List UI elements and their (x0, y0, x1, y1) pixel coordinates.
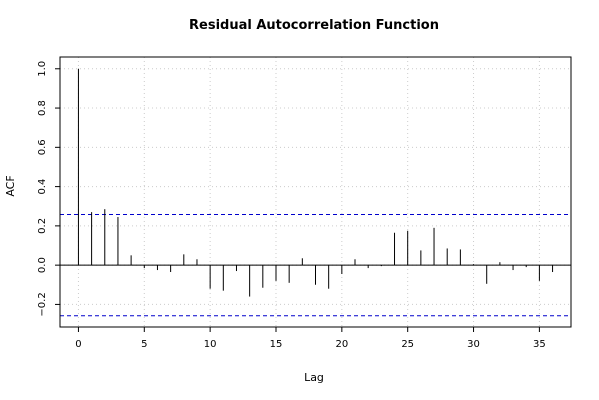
confidence-bounds (60, 213, 571, 317)
x-tick-label: 25 (401, 339, 414, 350)
y-axis: −0.2 0.0 0.2 0.4 0.6 0.8 1.0 (37, 61, 61, 317)
y-tick-label: 0.8 (37, 100, 48, 116)
x-tick-label: 0 (75, 339, 81, 350)
y-tick-label: 0.4 (37, 179, 48, 195)
plot-frame (59, 56, 572, 328)
y-tick-label: 1.0 (37, 61, 48, 77)
x-axis: 0 5 10 15 20 25 30 35 (75, 326, 546, 350)
y-tick-label: 0.6 (37, 139, 48, 155)
y-tick-label: −0.2 (37, 292, 48, 316)
x-tick-label: 20 (335, 339, 348, 350)
x-tick-label: 15 (270, 339, 283, 350)
x-tick-label: 5 (141, 339, 147, 350)
y-tick-label: 0.2 (37, 218, 48, 234)
y-axis-label: ACF (4, 175, 17, 196)
x-tick-label: 10 (204, 339, 217, 350)
chart-title: Residual Autocorrelation Function (189, 18, 439, 33)
acf-bars (77, 68, 554, 297)
x-axis-label: Lag (304, 371, 324, 384)
x-tick-label: 35 (533, 339, 546, 350)
y-tick-label: 0.0 (37, 257, 48, 273)
grid (60, 57, 571, 327)
x-tick-label: 30 (467, 339, 480, 350)
